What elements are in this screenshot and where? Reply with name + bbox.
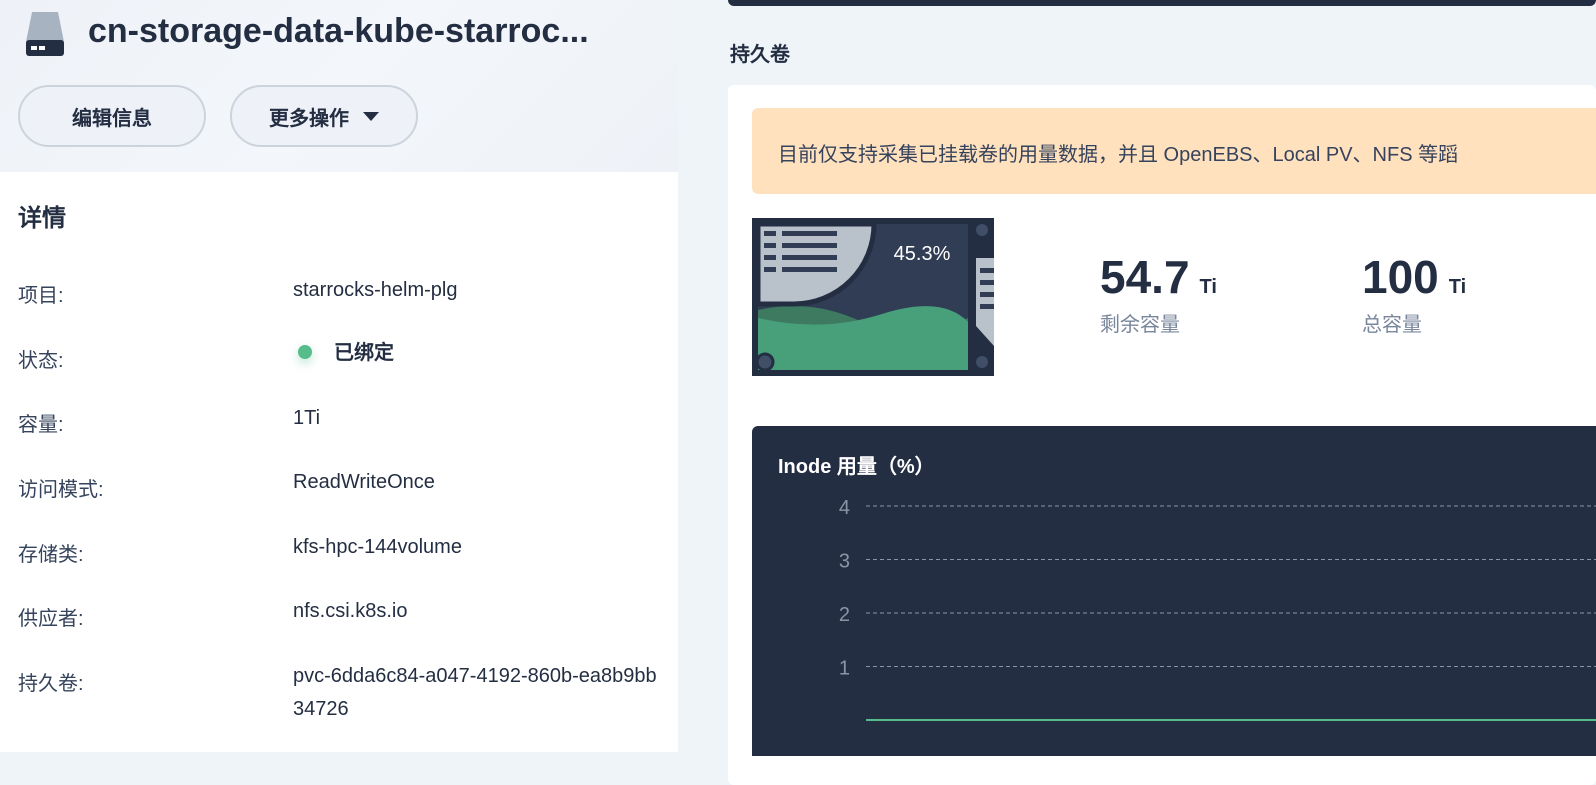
storage-class-value[interactable]: kfs-hpc-144volume xyxy=(293,536,462,558)
project-value: starrocks-helm-plg xyxy=(293,279,458,301)
status-value: 已绑定 xyxy=(334,342,394,364)
remaining-value: 54.7 xyxy=(1100,251,1190,303)
more-actions-label: 更多操作 xyxy=(269,107,349,130)
y-tick-label: 4 xyxy=(839,497,850,519)
chart-title: Inode 用量（%） xyxy=(778,456,935,478)
row-label: 持久卷: xyxy=(18,673,84,695)
edit-info-button[interactable]: 编辑信息 xyxy=(18,85,206,147)
chart-plot: 4 3 2 1 xyxy=(839,497,1596,721)
y-tick-label: 2 xyxy=(839,604,850,626)
detail-panel: cn-storage-data-kube-starroc... 编辑信息 更多操… xyxy=(0,0,678,752)
capacity-value: 1Ti xyxy=(293,407,321,429)
access-mode-value: ReadWriteOnce xyxy=(293,471,435,493)
provisioner-value: nfs.csi.k8s.io xyxy=(293,600,408,622)
inode-chart: Inode 用量（%） 4 3 2 1 xyxy=(752,426,1596,756)
row-label: 访问模式: xyxy=(18,479,104,501)
more-actions-button[interactable]: 更多操作 xyxy=(230,85,418,147)
y-tick-label: 3 xyxy=(839,551,850,573)
pv-value[interactable]: pvc-6dda6c84-a047-4192-860b-ea8b9bb34726 xyxy=(293,665,657,720)
total-stat: 100 Ti 总容量 xyxy=(1362,250,1466,337)
usage-percent: 45.3% xyxy=(894,243,951,265)
top-bar xyxy=(728,0,1596,6)
row-label: 状态: xyxy=(18,350,64,372)
row-label: 项目: xyxy=(18,285,64,307)
total-unit: Ti xyxy=(1448,276,1467,298)
total-label: 总容量 xyxy=(1362,314,1422,336)
volume-title: 持久卷 xyxy=(730,44,790,66)
remaining-unit: Ti xyxy=(1199,276,1217,298)
row-label: 容量: xyxy=(18,414,64,436)
remaining-label: 剩余容量 xyxy=(1100,314,1180,336)
page-title: cn-storage-data-kube-starroc... xyxy=(88,12,589,50)
disk-icon xyxy=(26,12,64,56)
row-label: 供应者: xyxy=(18,608,84,630)
status-dot-icon xyxy=(298,345,312,359)
header: cn-storage-data-kube-starroc... 编辑信息 更多操… xyxy=(0,0,678,172)
caret-down-icon xyxy=(363,111,379,121)
remaining-stat: 54.7 Ti 剩余容量 xyxy=(1100,250,1217,337)
y-tick-label: 1 xyxy=(839,658,850,680)
disk-usage-icon: 45.3% xyxy=(752,218,994,376)
edit-info-label: 编辑信息 xyxy=(72,107,152,130)
total-value: 100 xyxy=(1362,251,1439,303)
alert-banner: 目前仅支持采集已挂载卷的用量数据，并且 OpenEBS、Local PV、NFS… xyxy=(752,108,1596,194)
row-label: 存储类: xyxy=(18,544,84,566)
details-title: 详情 xyxy=(18,205,66,232)
